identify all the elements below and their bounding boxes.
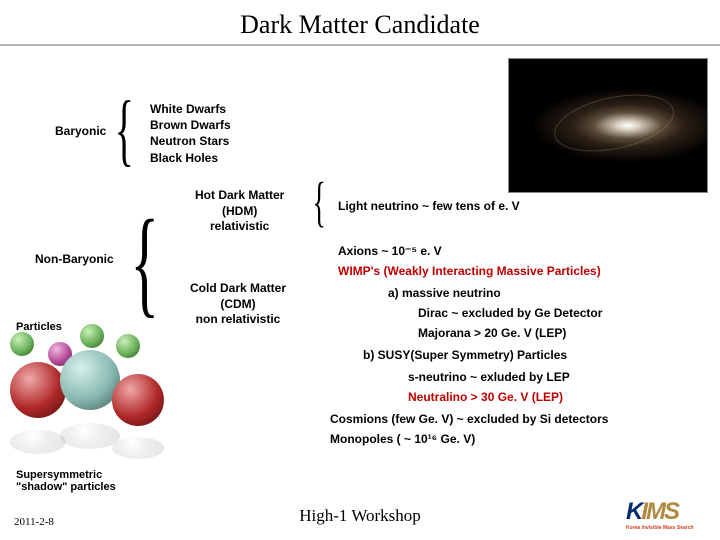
hdm-line2: (HDM)	[195, 204, 284, 220]
particle-ball	[116, 334, 140, 358]
diagram-area: Baryonic { White Dwarfs Brown Dwarfs Neu…	[0, 46, 720, 506]
wimps-b-text: b) SUSY(Super Symmetry) Particles	[363, 348, 567, 362]
kims-logo: KIMS Korea Invisible Mass Search	[626, 498, 706, 532]
cdm-line2: (CDM)	[190, 297, 286, 313]
baryonic-label: Baryonic	[55, 124, 106, 138]
shadow-ball	[10, 430, 66, 454]
footer-workshop: High-1 Workshop	[299, 506, 421, 526]
brace-icon: {	[115, 90, 134, 170]
logo-ims: IMS	[641, 498, 678, 525]
baryonic-items: White Dwarfs Brown Dwarfs Neutron Stars …	[150, 101, 231, 166]
majorana-text: Majorana > 20 Ge. V (LEP)	[418, 326, 566, 340]
cdm-block: Cold Dark Matter (CDM) non relativistic	[190, 281, 286, 328]
wimps-text: WIMP's (Weakly Interacting Massive Parti…	[338, 264, 601, 278]
brace-icon: {	[313, 174, 326, 229]
logo-subtitle: Korea Invisible Mass Search	[626, 526, 706, 530]
hdm-line3: relativistic	[195, 219, 284, 235]
sneutrino-text: s-neutrino ~ exluded by LEP	[408, 370, 570, 384]
brace-icon: {	[130, 202, 159, 322]
shadow-ball	[60, 423, 120, 449]
monopoles-text: Monopoles ( ~ 10¹⁶ Ge. V)	[330, 432, 475, 446]
hdm-block: Hot Dark Matter (HDM) relativistic	[195, 188, 284, 235]
cosmions-text: Cosmions (few Ge. V) ~ excluded by Si de…	[330, 412, 608, 426]
light-neutrino-text: Light neutrino ~ few tens of e. V	[338, 199, 520, 213]
item-brown-dwarfs: Brown Dwarfs	[150, 117, 231, 133]
particle-ball	[112, 374, 164, 426]
item-black-holes: Black Holes	[150, 150, 231, 166]
item-neutron-stars: Neutron Stars	[150, 133, 231, 149]
nonbaryonic-label: Non-Baryonic	[35, 252, 114, 266]
particle-ball	[10, 332, 34, 356]
neutralino-text: Neutralino > 30 Ge. V (LEP)	[408, 390, 563, 404]
cdm-line3: non relativistic	[190, 312, 286, 328]
dirac-text: Dirac ~ excluded by Ge Detector	[418, 306, 602, 320]
shadow-heading: Supersymmetric "shadow" particles	[16, 469, 116, 493]
footer-date: 2011-2-8	[14, 516, 54, 528]
hdm-line1: Hot Dark Matter	[195, 188, 284, 204]
shadow-ball	[112, 437, 164, 459]
particle-ball	[10, 362, 66, 418]
item-white-dwarfs: White Dwarfs	[150, 101, 231, 117]
axions-text: Axions ~ 10⁻⁵ e. V	[338, 244, 442, 258]
galaxy-image	[508, 58, 708, 193]
logo-k: K	[626, 498, 641, 525]
particle-ball	[60, 350, 120, 410]
cdm-line1: Cold Dark Matter	[190, 281, 286, 297]
particle-ball	[80, 324, 104, 348]
wimps-a-text: a) massive neutrino	[388, 286, 501, 300]
page-title: Dark Matter Candidate	[0, 0, 720, 40]
